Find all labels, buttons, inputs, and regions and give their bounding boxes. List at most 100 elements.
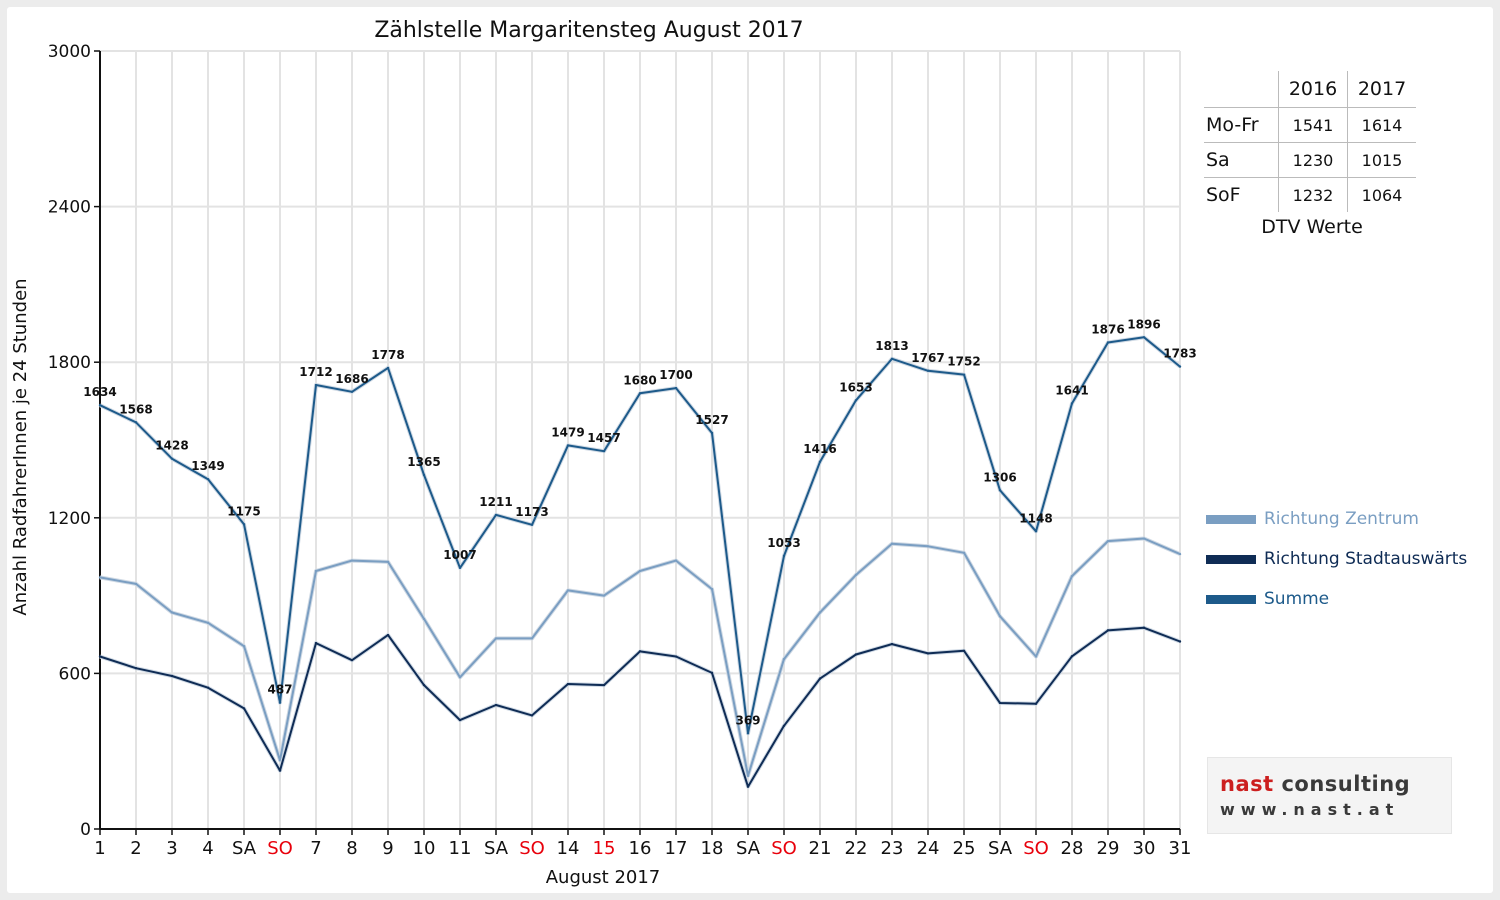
data-point: [206, 477, 210, 481]
data-point: [566, 444, 570, 447]
data-point: [566, 682, 570, 686]
data-point: [1106, 539, 1110, 543]
dtv-value-2016: 1541: [1278, 107, 1348, 143]
data-point: [1178, 552, 1182, 556]
data-point: [602, 683, 606, 687]
data-point: [458, 676, 462, 679]
data-label: 1007: [443, 548, 476, 562]
data-point: [926, 652, 930, 655]
dtv-header-2017: 2017: [1347, 71, 1416, 108]
x-tick-label: 14: [557, 838, 580, 859]
y-tick-label: 1200: [48, 509, 91, 529]
data-point: [422, 473, 426, 477]
data-point: [890, 642, 894, 646]
data-point: [458, 718, 462, 722]
data-label: 1653: [839, 380, 872, 394]
dtv-table-row: SoF 1232 1064: [1204, 177, 1416, 212]
data-point: [854, 399, 858, 402]
x-tick-label: 2: [130, 838, 141, 859]
x-tick-label: 18: [701, 838, 724, 859]
data-point: [530, 637, 534, 640]
legend-label-stadtauswaerts: Richtung Stadtauswärts: [1264, 549, 1468, 569]
y-tick-label: 1800: [48, 353, 91, 373]
data-point: [854, 653, 858, 656]
legend-item-stadtauswaerts: Richtung Stadtauswärts: [1206, 539, 1467, 579]
data-point: [962, 649, 966, 653]
data-point: [710, 431, 714, 435]
x-tick-label: 10: [413, 838, 436, 859]
data-label: 1783: [1163, 347, 1196, 361]
data-point: [134, 582, 138, 586]
x-tick-label: SA: [988, 838, 1013, 859]
data-point: [386, 633, 390, 637]
legend-swatch-stadtauswaerts: [1206, 554, 1256, 564]
x-tick-label: 1: [94, 838, 105, 859]
data-point: [1034, 530, 1038, 533]
data-point: [314, 569, 318, 573]
data-point: [1070, 655, 1074, 658]
data-point: [98, 655, 102, 658]
data-point: [998, 701, 1002, 705]
data-point: [674, 655, 678, 658]
x-tick-label: SA: [484, 838, 509, 859]
x-tick-label: SA: [736, 838, 761, 859]
data-label: 1527: [695, 413, 728, 427]
y-tick-label: 2400: [48, 198, 91, 218]
data-point: [566, 589, 570, 592]
x-tick-label: 21: [809, 838, 832, 859]
chart-frame: 0 600 1200 1800 2400 3000 1 2 3 4 SA SO 7 8 9 10 11 SA SO 1…: [7, 7, 1493, 893]
data-point: [278, 701, 282, 704]
data-label: 1896: [1127, 317, 1160, 331]
data-label: 1479: [551, 425, 584, 439]
x-tick-label: SO: [267, 838, 293, 859]
x-tick-label: 9: [382, 838, 393, 859]
x-tick-label: SO: [519, 838, 545, 859]
data-label: 1457: [587, 431, 620, 445]
data-point: [170, 457, 174, 460]
data-label: 1148: [1019, 511, 1052, 525]
x-tick-label: 11: [449, 838, 472, 859]
data-point: [1142, 336, 1146, 339]
data-point: [494, 637, 498, 640]
data-point: [242, 644, 246, 648]
x-tick-label: 31: [1169, 838, 1192, 859]
logo-brand: nast consulting: [1220, 772, 1410, 796]
legend-item-summe: Summe: [1206, 579, 1467, 619]
data-point: [782, 724, 786, 727]
data-label: 1778: [371, 348, 404, 362]
y-axis-label: Anzahl RadfahrerInnen je 24 Stunden: [10, 278, 31, 615]
company-logo: nast consulting www.nast.at: [1207, 757, 1452, 834]
data-point: [494, 513, 498, 517]
data-point: [818, 677, 822, 680]
data-label: 1349: [191, 459, 224, 473]
data-point: [710, 671, 714, 675]
data-point: [746, 774, 750, 778]
data-point: [1142, 537, 1146, 540]
x-tick-label: 23: [881, 838, 904, 859]
data-point: [926, 545, 930, 548]
data-label: 1752: [947, 355, 980, 369]
x-tick-label: 8: [346, 838, 357, 859]
y-tick-label: 600: [59, 664, 91, 684]
data-label: 369: [735, 713, 760, 727]
data-point: [314, 383, 318, 387]
chart-legend: Richtung Zentrum Richtung Stadtauswärts …: [1206, 499, 1467, 619]
data-point: [1142, 626, 1146, 629]
data-label: 1428: [155, 439, 188, 453]
data-point: [98, 576, 102, 579]
x-tick-label: 7: [310, 838, 321, 859]
data-point: [134, 667, 138, 670]
data-point: [1178, 365, 1182, 368]
data-label: 1416: [803, 442, 836, 456]
data-label: 1641: [1055, 383, 1088, 397]
data-point: [314, 641, 318, 645]
data-point: [1106, 629, 1110, 632]
data-label: 1211: [479, 495, 512, 509]
x-tick-label: 22: [845, 838, 868, 859]
data-point: [530, 714, 534, 717]
legend-label-zentrum: Richtung Zentrum: [1264, 509, 1419, 529]
data-point: [746, 732, 750, 735]
data-point: [602, 449, 606, 453]
data-point: [818, 611, 822, 614]
